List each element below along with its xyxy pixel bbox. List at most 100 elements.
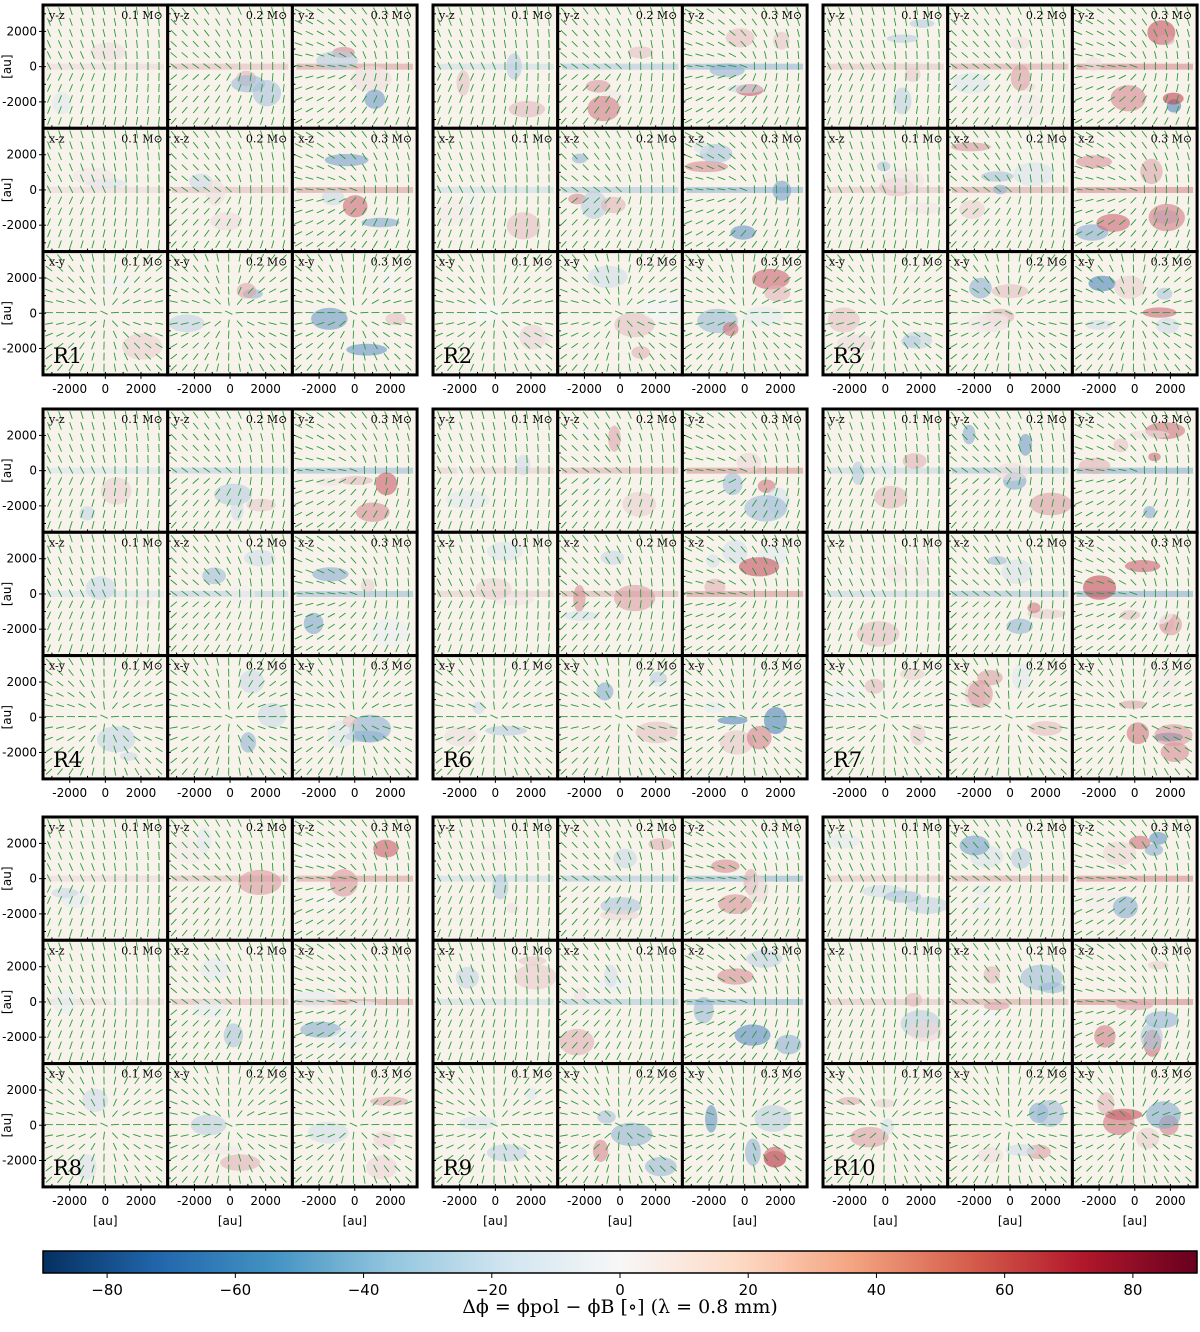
polarization-vectors (560, 130, 676, 249)
mass-label: 0.2 M⊙ (246, 821, 287, 834)
panel: y-z 0.3 M⊙ (290, 407, 419, 534)
polarization-vectors (46, 534, 160, 653)
panel: x-y 0.3 M⊙ (680, 250, 809, 377)
panel: y-z 0.1 M⊙ (821, 3, 950, 130)
colorbar-tick-label: 80 (1123, 1281, 1142, 1299)
x-tick-label: 2000 (126, 1194, 157, 1208)
polarization-vectors (949, 657, 1068, 776)
polarization-vectors (436, 130, 550, 249)
polarization-vectors (949, 253, 1068, 372)
polarization-vectors (684, 411, 801, 529)
run-label: R7 (833, 748, 862, 772)
mass-label: 0.2 M⊙ (1026, 256, 1067, 269)
delta-phi-region (1088, 275, 1116, 292)
mass-label: 0.1 M⊙ (901, 944, 942, 957)
colorbar-tick-label: 60 (995, 1281, 1014, 1299)
delta-phi-region (52, 91, 72, 115)
y-tick-label: 2000 (6, 960, 37, 974)
mass-label: 0.2 M⊙ (246, 9, 287, 22)
projection-label: x-z (954, 132, 970, 145)
delta-phi-region (825, 833, 861, 849)
delta-phi-region (327, 720, 355, 749)
delta-phi-region (1001, 559, 1034, 585)
polarization-vectors (560, 7, 676, 125)
x-tick-label: 2000 (250, 1194, 281, 1208)
delta-phi-region (902, 331, 933, 349)
delta-phi-region (821, 683, 866, 704)
delta-phi-region (1157, 34, 1175, 46)
midplane-band (561, 998, 679, 1005)
x-tick-label: -2000 (302, 382, 337, 396)
polarization-vectors (950, 942, 1066, 1061)
delta-phi-region (645, 682, 678, 693)
x-tick-label: 0 (882, 382, 890, 396)
x-tick-label: 2000 (1155, 786, 1186, 800)
mass-label: 0.2 M⊙ (636, 413, 677, 426)
panel: x-z 0.3 M⊙ (290, 530, 419, 658)
delta-phi-region (564, 610, 599, 621)
delta-phi-region (516, 454, 531, 476)
midplane-band (171, 875, 289, 882)
panel: x-z 0.1 M⊙ (821, 126, 950, 254)
polarization-vectors (559, 253, 678, 372)
midplane-band (827, 875, 944, 882)
polarization-vectors (46, 130, 160, 249)
delta-phi-region (596, 682, 614, 701)
projection-label: x-z (829, 536, 845, 549)
delta-phi-region (1085, 56, 1102, 72)
mass-label: 0.2 M⊙ (636, 256, 677, 269)
delta-phi-region (573, 584, 586, 612)
delta-phi-region (518, 956, 547, 966)
x-tick-label: 0 (492, 786, 500, 800)
x-tick-label: 0 (741, 1194, 749, 1208)
delta-phi-region (886, 34, 919, 43)
polarization-vectors (294, 942, 411, 1061)
delta-phi-region (1126, 722, 1149, 745)
x-tick-label: -2000 (1082, 1194, 1117, 1208)
panel: x-z 0.1 M⊙ (431, 530, 560, 658)
delta-phi-region (631, 346, 651, 359)
delta-phi-region (1075, 155, 1113, 169)
x-tick-label: 0 (102, 1194, 110, 1208)
polarization-vectors (559, 657, 678, 776)
polarization-vectors (170, 819, 286, 937)
projection-label: x-y (1078, 1068, 1095, 1081)
polarization-vectors (436, 534, 550, 653)
delta-phi-region (346, 343, 388, 356)
panel: x-z 0.3 M⊙ (680, 126, 809, 254)
delta-phi-region (1128, 430, 1170, 439)
projection-label: x-y (298, 1068, 315, 1081)
panel: y-z 0.2 M⊙ (946, 815, 1074, 942)
panel: y-z 0.2 M⊙ (166, 3, 294, 130)
delta-phi-region (969, 277, 992, 299)
panel: y-z 0.3 M⊙ (680, 3, 809, 130)
delta-phi-region (202, 567, 227, 585)
panel: y-z 0.2 M⊙ (556, 3, 684, 130)
delta-phi-region (324, 153, 369, 167)
delta-phi-region (648, 838, 673, 851)
x-tick-label: -2000 (442, 382, 477, 396)
panel: x-y 0.3 M⊙ (290, 1062, 419, 1189)
x-tick-label: -2000 (567, 382, 602, 396)
delta-phi-region (445, 490, 490, 510)
delta-phi-region (979, 1008, 999, 1023)
x-tick-label: -2000 (957, 1194, 992, 1208)
delta-phi-region (347, 1000, 379, 1010)
delta-phi-region (827, 307, 860, 333)
delta-phi-region (904, 67, 921, 82)
mass-label: 0.3 M⊙ (1151, 1068, 1192, 1081)
projection-label: x-y (49, 1068, 66, 1081)
panel: y-z 0.2 M⊙ (946, 3, 1074, 130)
y-tick-label: 0 (29, 60, 37, 74)
panel: x-z 0.2 M⊙ (166, 530, 294, 658)
panel: x-z 0.1 M⊙ (41, 938, 170, 1066)
delta-phi-region (641, 294, 684, 322)
polarization-vectors (294, 1065, 413, 1184)
y-tick-label: 0 (29, 183, 37, 197)
x-tick-label: 0 (351, 786, 359, 800)
x-tick-label: -2000 (692, 382, 727, 396)
mass-label: 0.1 M⊙ (511, 9, 552, 22)
x-tick-label: 0 (616, 382, 624, 396)
panel: x-z 0.2 M⊙ (556, 126, 684, 254)
x-tick-label: 2000 (1030, 1194, 1061, 1208)
